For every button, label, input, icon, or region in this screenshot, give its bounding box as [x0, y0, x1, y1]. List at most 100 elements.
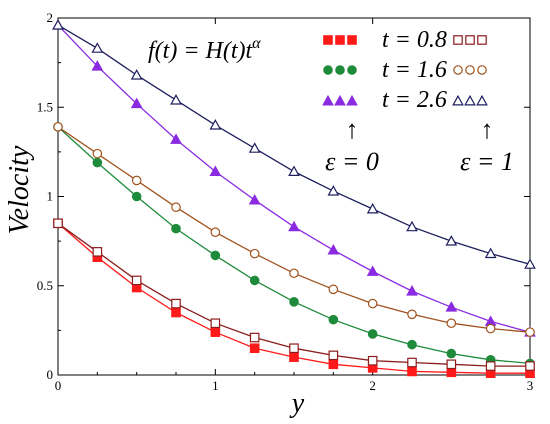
legend-marker — [323, 65, 333, 75]
data-point — [53, 218, 63, 229]
legend-label-t26: t = 2.6 — [382, 87, 447, 113]
y-tick-label: 2 — [47, 10, 54, 25]
data-point — [209, 165, 222, 176]
legend-formula-exponent: α — [252, 35, 261, 52]
data-point — [92, 247, 103, 257]
legend-marker — [335, 35, 345, 45]
data-point — [485, 323, 496, 334]
data-point — [130, 69, 143, 80]
plot-area: 0 1 2 3 0 0.5 1 1.5 2 — [37, 10, 534, 393]
data-point — [525, 327, 535, 337]
legend-marker — [335, 65, 345, 75]
data-point — [52, 19, 64, 30]
data-point — [92, 148, 103, 159]
legend-marker — [453, 65, 463, 75]
data-point — [367, 298, 378, 309]
series-5 — [52, 19, 536, 269]
series-layer — [52, 19, 536, 379]
legend-marker — [334, 94, 346, 106]
data-point — [446, 348, 457, 359]
x-axis-title: y — [289, 388, 305, 419]
data-point — [327, 243, 340, 255]
legend-marker — [465, 65, 475, 75]
eps0-label: ε = 0 — [325, 147, 379, 176]
legend-marker — [323, 35, 333, 45]
data-point — [249, 275, 260, 286]
data-point — [210, 318, 221, 329]
series-1 — [53, 122, 535, 369]
x-tick-label: 0 — [55, 378, 62, 393]
data-point — [289, 343, 299, 354]
data-point — [170, 94, 182, 105]
data-point — [289, 352, 299, 362]
legend-marker — [347, 65, 357, 75]
y-tick-label: 0 — [47, 367, 54, 382]
legend-marker — [465, 35, 475, 45]
legend-markers — [322, 35, 488, 106]
data-point — [525, 361, 535, 371]
eps1-label: ε = 1 — [460, 147, 514, 176]
legend-marker — [452, 94, 464, 106]
data-point — [171, 202, 181, 213]
data-point — [92, 157, 103, 168]
data-point — [446, 318, 457, 329]
data-point — [367, 355, 378, 366]
data-point — [131, 175, 142, 186]
x-tick-label: 3 — [527, 378, 534, 393]
legend-marker — [464, 94, 476, 106]
data-point — [524, 258, 536, 269]
legend-formula-main: f(t) = H(t)t — [148, 38, 254, 64]
eps0-arrow: ↑ — [346, 115, 359, 144]
legend-formula: f(t) = H(t)tα — [148, 35, 261, 64]
data-point — [407, 357, 417, 368]
data-point — [171, 307, 181, 318]
data-point — [367, 329, 378, 339]
data-point — [171, 298, 181, 309]
legend-label-t16: t = 1.6 — [382, 57, 447, 83]
data-point — [170, 133, 182, 144]
data-point — [406, 285, 418, 296]
legend-marker — [477, 35, 487, 45]
data-point — [328, 284, 339, 295]
legend-marker — [347, 35, 357, 45]
eps1-arrow: ↑ — [481, 115, 494, 144]
legend: f(t) = H(t)tα t = 0.8 t = 1.6 t = 2.6 ↑ … — [148, 27, 514, 176]
data-point — [209, 119, 222, 130]
legend-marker — [476, 94, 488, 106]
data-point — [171, 223, 181, 234]
data-point — [53, 122, 63, 132]
data-point — [210, 250, 221, 261]
data-point — [485, 361, 496, 371]
data-point — [445, 235, 458, 246]
data-point — [288, 220, 300, 232]
data-point — [131, 191, 142, 202]
data-point — [366, 202, 379, 214]
legend-marker — [453, 35, 463, 45]
data-point — [406, 220, 418, 232]
y-tick-label: 0.5 — [37, 278, 53, 293]
data-point — [289, 268, 299, 279]
data-point — [210, 227, 221, 237]
data-point — [446, 367, 457, 378]
data-point — [91, 42, 104, 53]
data-point — [131, 275, 142, 286]
legend-marker — [477, 65, 487, 75]
legend-marker — [346, 94, 358, 106]
y-tick-label: 1 — [47, 189, 54, 204]
data-point — [327, 185, 340, 196]
data-point — [210, 327, 221, 337]
data-point — [484, 247, 497, 259]
data-point — [407, 339, 417, 350]
data-point — [289, 297, 299, 307]
data-point — [248, 194, 261, 205]
y-axis-title: Velocity — [4, 145, 35, 234]
data-point — [288, 165, 300, 176]
series-3 — [53, 218, 535, 371]
data-point — [249, 248, 260, 259]
data-point — [249, 332, 260, 343]
data-point — [91, 60, 104, 71]
data-point — [328, 350, 339, 361]
data-point — [407, 366, 417, 377]
data-point — [446, 359, 457, 370]
